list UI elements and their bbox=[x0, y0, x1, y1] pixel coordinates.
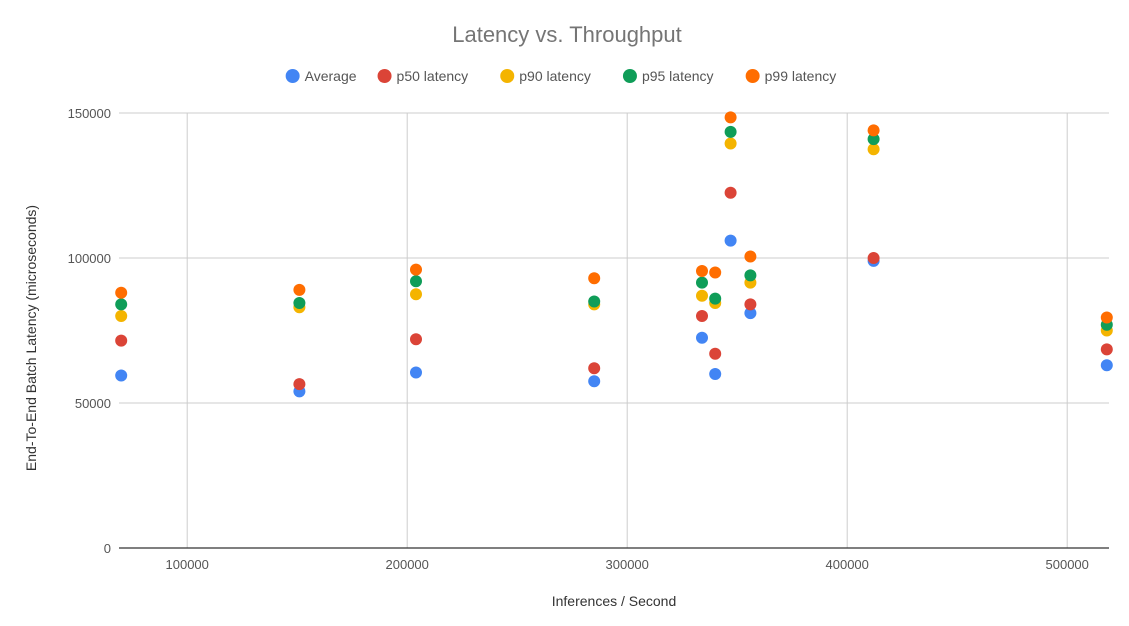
data-point bbox=[1100, 359, 1113, 372]
y-tick-label: 150000 bbox=[68, 106, 111, 121]
legend-marker-icon bbox=[377, 69, 392, 83]
data-point bbox=[115, 298, 128, 311]
data-point bbox=[709, 347, 722, 360]
y-tick-label: 0 bbox=[104, 541, 111, 556]
legend-marker-icon bbox=[745, 69, 760, 83]
gridlines bbox=[119, 112, 1109, 548]
x-axis-title: Inferences / Second bbox=[552, 593, 677, 609]
series-p90-latency bbox=[115, 137, 1113, 337]
data-point bbox=[588, 272, 601, 285]
legend-label: p95 latency bbox=[642, 68, 714, 84]
legend-label: p90 latency bbox=[519, 68, 591, 84]
y-axis-tick-labels: 0 50000 100000 150000 bbox=[68, 106, 111, 556]
data-point bbox=[115, 334, 128, 347]
x-tick-label: 500000 bbox=[1046, 557, 1089, 572]
legend-label: p50 latency bbox=[397, 68, 469, 84]
x-tick-label: 100000 bbox=[166, 557, 209, 572]
y-axis-title: End-To-End Batch Latency (microseconds) bbox=[23, 205, 39, 471]
data-point bbox=[724, 186, 737, 199]
legend-marker-icon bbox=[500, 69, 515, 83]
data-point bbox=[588, 375, 601, 388]
series-average bbox=[115, 234, 1113, 398]
data-point bbox=[867, 133, 880, 146]
data-point bbox=[410, 263, 422, 276]
x-tick-label: 200000 bbox=[386, 557, 429, 572]
data-point bbox=[867, 143, 880, 156]
data-point bbox=[744, 298, 757, 311]
legend: Average p50 latency p90 latency p95 latency… bbox=[285, 68, 837, 84]
data-point bbox=[1100, 311, 1113, 324]
series-p99-latency bbox=[115, 111, 1113, 324]
x-tick-label: 400000 bbox=[826, 557, 869, 572]
data-point bbox=[867, 252, 880, 264]
data-point bbox=[588, 295, 601, 308]
legend-item: Average bbox=[285, 68, 357, 84]
y-tick-label: 50000 bbox=[75, 396, 111, 411]
x-tick-label: 300000 bbox=[606, 557, 649, 572]
data-point bbox=[115, 310, 128, 322]
legend-marker-icon bbox=[285, 69, 300, 83]
series-p95-latency bbox=[115, 125, 1113, 331]
data-point bbox=[1100, 343, 1113, 356]
series-p50-latency bbox=[115, 186, 1113, 391]
legend-item: p99 latency bbox=[745, 68, 837, 84]
data-point bbox=[410, 366, 422, 379]
data-point bbox=[115, 286, 128, 299]
data-point bbox=[744, 269, 757, 282]
y-tick-label: 100000 bbox=[68, 251, 111, 266]
data-point bbox=[410, 288, 422, 301]
legend-item: p50 latency bbox=[377, 68, 469, 84]
data-point bbox=[709, 266, 722, 279]
data-point bbox=[724, 234, 737, 247]
data-point bbox=[724, 125, 737, 138]
data-point bbox=[724, 137, 737, 150]
data-point bbox=[744, 307, 757, 320]
data-point bbox=[724, 111, 737, 124]
legend-label: p99 latency bbox=[765, 68, 837, 84]
data-point bbox=[588, 362, 601, 375]
legend-item: p95 latency bbox=[622, 68, 714, 84]
data-point bbox=[696, 310, 708, 322]
legend-item: p90 latency bbox=[500, 68, 591, 84]
legend-marker-icon bbox=[622, 69, 637, 83]
data-point bbox=[410, 275, 422, 288]
data-point bbox=[410, 333, 422, 346]
data-point bbox=[696, 331, 708, 344]
data-point bbox=[709, 292, 722, 305]
data-point bbox=[293, 296, 306, 309]
x-axis-tick-labels: 100000 200000 300000 400000 500000 bbox=[166, 557, 1089, 572]
data-point bbox=[696, 289, 708, 302]
data-point bbox=[867, 124, 880, 137]
data-point bbox=[115, 369, 128, 382]
data-point bbox=[709, 368, 722, 380]
data-point bbox=[696, 265, 708, 278]
data-point bbox=[696, 276, 708, 289]
data-point bbox=[744, 250, 757, 263]
data-points bbox=[115, 111, 1113, 398]
chart-title: Latency vs. Throughput bbox=[452, 22, 682, 47]
legend-label: Average bbox=[305, 68, 357, 84]
data-point bbox=[293, 378, 306, 391]
data-point bbox=[293, 283, 306, 296]
